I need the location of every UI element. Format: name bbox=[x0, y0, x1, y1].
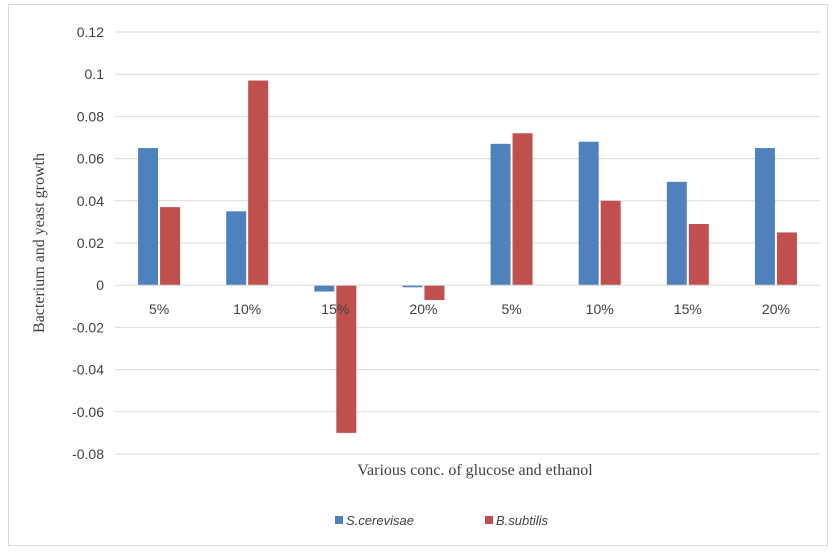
bar-b-subtilis bbox=[336, 285, 357, 433]
bar-b-subtilis bbox=[776, 232, 797, 286]
bar-s-cerevisae bbox=[226, 211, 247, 286]
x-tick-label: 10% bbox=[233, 301, 261, 317]
y-tick-labels: 0.12 0.1 0.08 0.06 0.04 0.02 0 -0.02 -0.04 -0.06 -… bbox=[72, 24, 104, 462]
y-tick-label: -0.02 bbox=[72, 319, 104, 335]
y-tick-label: 0.08 bbox=[77, 108, 104, 124]
bar-s-cerevisae bbox=[666, 181, 687, 286]
bar-b-subtilis bbox=[600, 200, 621, 286]
x-axis-title: Various conc. of glucose and ethanol bbox=[357, 462, 593, 479]
bar-b-subtilis bbox=[248, 80, 269, 286]
bar-s-cerevisae bbox=[754, 148, 775, 286]
y-tick-label: -0.08 bbox=[72, 446, 104, 462]
bar-b-subtilis bbox=[160, 207, 181, 286]
bars bbox=[138, 80, 797, 433]
legend-swatch bbox=[485, 516, 493, 524]
y-tick-label: 0.02 bbox=[77, 235, 104, 251]
x-tick-label: 15% bbox=[321, 301, 349, 317]
x-tick-labels: 5% 10% 15% 20% 5% 10% 15% 20% bbox=[149, 301, 790, 317]
x-tick-label: 10% bbox=[586, 301, 614, 317]
y-tick-label: 0.06 bbox=[77, 151, 104, 167]
y-tick-label: -0.04 bbox=[72, 362, 104, 378]
bar-s-cerevisae bbox=[138, 148, 159, 286]
x-tick-label: 5% bbox=[149, 301, 169, 317]
y-tick-label: 0 bbox=[96, 277, 104, 293]
x-tick-label: 15% bbox=[674, 301, 702, 317]
bar-b-subtilis bbox=[424, 285, 445, 300]
y-tick-label: -0.06 bbox=[72, 404, 104, 420]
legend: S.cerevisae B.subtilis bbox=[335, 513, 549, 528]
bar-s-cerevisae bbox=[490, 143, 511, 286]
y-tick-label: 0.04 bbox=[77, 193, 104, 209]
bar-s-cerevisae bbox=[314, 285, 335, 292]
y-tick-label: 0.1 bbox=[85, 66, 105, 82]
bar-b-subtilis bbox=[688, 224, 709, 286]
gridlines bbox=[115, 31, 820, 455]
legend-label: S.cerevisae bbox=[346, 513, 414, 528]
legend-label: B.subtilis bbox=[496, 513, 549, 528]
y-tick-label: 0.12 bbox=[77, 24, 104, 40]
legend-swatch bbox=[335, 516, 343, 524]
bar-s-cerevisae bbox=[402, 285, 423, 288]
x-tick-label: 20% bbox=[409, 301, 437, 317]
y-axis-title: Bacterium and yeast growth bbox=[31, 153, 48, 333]
bar-b-subtilis bbox=[512, 133, 533, 286]
bar-s-cerevisae bbox=[578, 141, 599, 286]
x-tick-label: 20% bbox=[762, 301, 790, 317]
x-tick-label: 5% bbox=[501, 301, 521, 317]
